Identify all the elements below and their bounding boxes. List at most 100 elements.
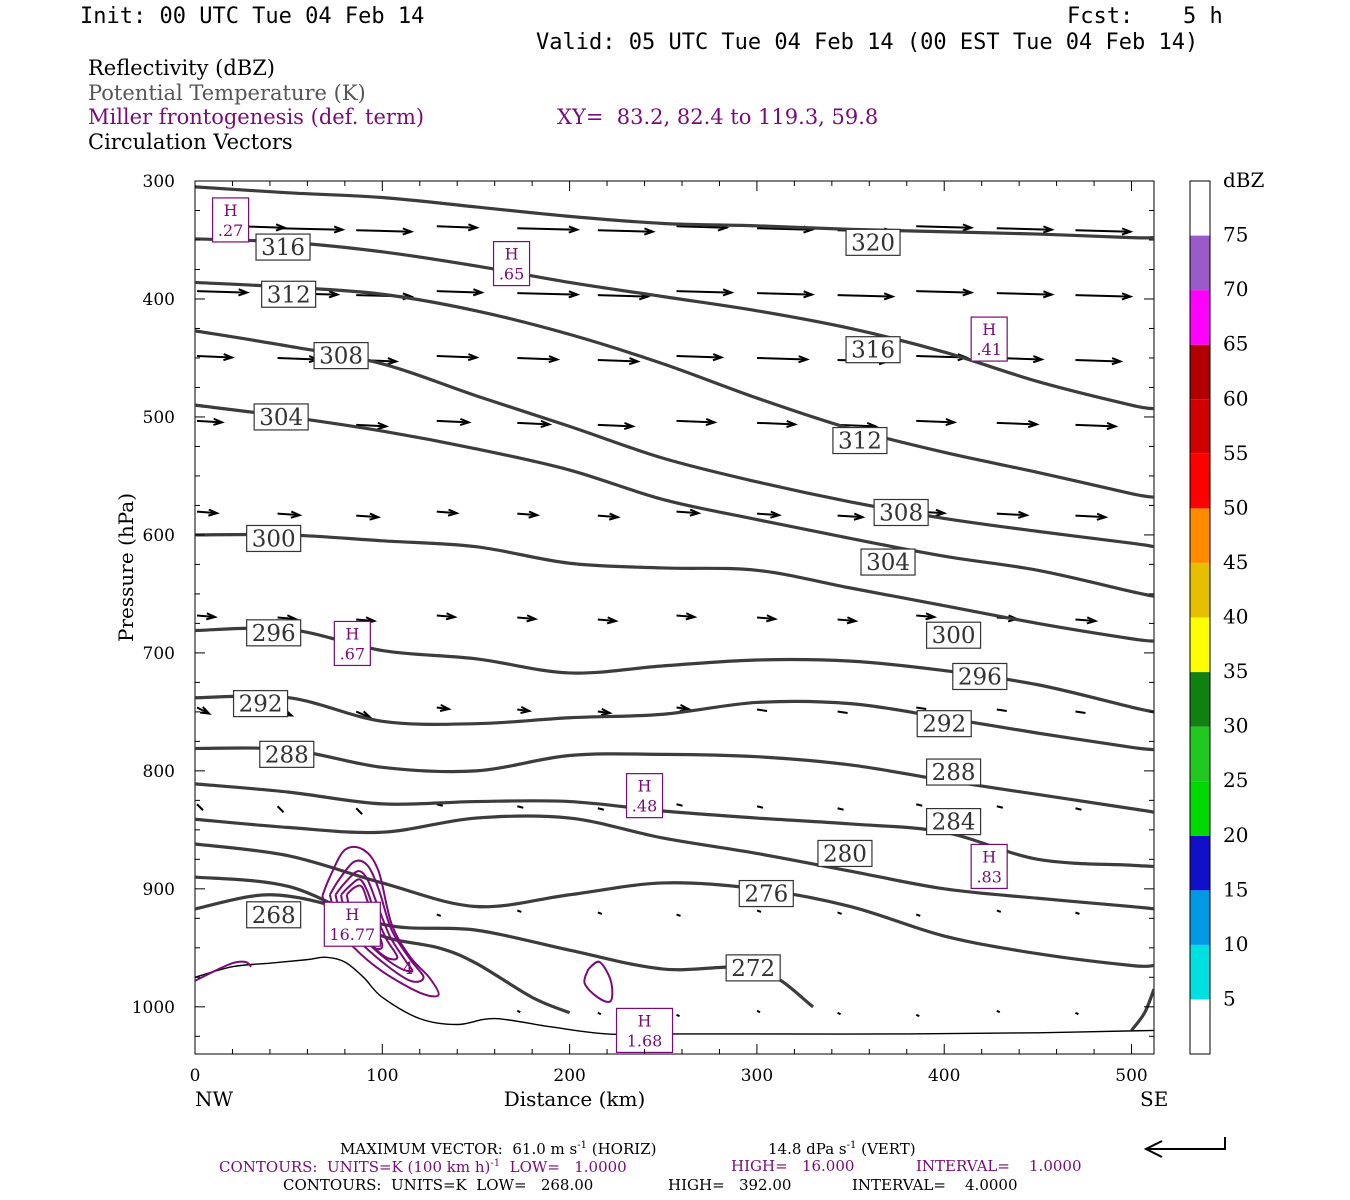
vector-arrowhead: [199, 706, 212, 715]
svg-text:H: H: [638, 777, 652, 796]
terrain: [195, 956, 1154, 1036]
colorbar-label: 50: [1223, 495, 1248, 519]
vector-arrow: [1075, 514, 1106, 519]
vector-arrow: [757, 356, 808, 361]
vector-arrowhead: [290, 510, 303, 519]
colorbar-segment: [1190, 399, 1210, 454]
theta-label-292: 292: [232, 690, 289, 718]
fronto-max-label: H.48: [625, 773, 664, 819]
theta-contour-280: [195, 814, 1154, 911]
theta-contour-300: [195, 532, 1154, 643]
vector-arrowhead: [540, 419, 553, 428]
fronto-max-label: H.65: [492, 240, 531, 287]
colorbar-label: 70: [1223, 277, 1248, 301]
fronto-max-label: H1.68: [615, 1007, 674, 1054]
theta-label-300: 300: [925, 621, 982, 649]
svg-text:H: H: [505, 245, 519, 264]
vector-arrow: [756, 909, 762, 913]
vector-arrow: [837, 423, 876, 428]
vector-arrow: [756, 805, 764, 809]
vector-arrow: [996, 421, 1037, 426]
colorbar-label: 40: [1223, 605, 1248, 629]
vector-arrow: [676, 419, 715, 424]
fronto-contour-label: 4: [403, 959, 414, 979]
colorbar-segment: [1190, 290, 1210, 345]
y-tick-label: 900: [143, 880, 175, 900]
vector-arrow: [1075, 423, 1116, 428]
fronto-max-label: H16.77: [323, 901, 381, 947]
vector-arrowhead: [1111, 357, 1124, 366]
theta-label-288: 288: [925, 758, 982, 786]
vector-arrowhead: [608, 512, 621, 521]
theta-contour-304: [195, 403, 1154, 598]
fronto-contour-mid: [583, 960, 614, 1003]
theta-label-300: 300: [246, 524, 302, 552]
svg-text:312: 312: [838, 429, 882, 455]
vector-arrow: [1075, 294, 1131, 298]
vector-arrow: [915, 913, 921, 917]
vector-arrowhead: [600, 708, 613, 717]
vector-arrowhead: [623, 421, 636, 431]
fronto-max-label: H.27: [211, 197, 250, 243]
vector-arrow: [356, 514, 379, 519]
vector-arrowhead: [853, 512, 866, 521]
vector-arrow: [916, 706, 927, 711]
theta-label-280: 280: [817, 839, 873, 867]
vector-arrowhead: [1096, 512, 1109, 521]
plot-frame: [194, 180, 1155, 1055]
vector-arrow: [676, 225, 727, 229]
vector-arrow: [517, 616, 536, 620]
vector-arrow: [676, 1013, 680, 1018]
valid-time: Valid: 05 UTC Tue 04 Feb 14 (00 EST Tue …: [536, 30, 1199, 55]
svg-text:300: 300: [932, 623, 976, 649]
vector-arrowhead: [1086, 616, 1099, 625]
vector-arrowhead: [685, 612, 698, 621]
theta-contour-320: [195, 185, 1154, 240]
theta-contour-labels: 320 316 316 312 312 308 308 304 304 300 300 296 296 2…: [232, 228, 1008, 982]
terrain-line: [195, 956, 1154, 1036]
colorbar-unit: dBZ: [1223, 168, 1265, 192]
vector-arrowhead: [722, 288, 735, 297]
vector-arrowhead: [883, 292, 896, 301]
y-tick-label: 500: [143, 408, 175, 428]
vector-arrow: [916, 614, 935, 618]
vector-arrow: [517, 292, 578, 296]
vector-arrowhead: [606, 616, 619, 625]
vector-arrowhead: [238, 288, 250, 297]
vector-arrowhead: [1042, 290, 1055, 299]
colorbar-segment: [1190, 944, 1210, 1000]
theta-label-308: 308: [873, 498, 929, 527]
forecast-value: 5 h: [1183, 4, 1223, 29]
fronto-max-label: H.83: [970, 843, 1008, 890]
vector-arrow: [1075, 807, 1082, 811]
colorbar-segment: [1190, 781, 1210, 836]
y-tick-label: 300: [143, 172, 175, 192]
vector-arrowhead: [628, 357, 641, 366]
vector-arrow: [196, 510, 218, 515]
theta-label-276: 276: [738, 879, 794, 908]
vector-arrow: [676, 913, 681, 917]
theta-contour-276: [195, 842, 1154, 968]
colorbar-label: 60: [1223, 386, 1248, 410]
theta-label-288: 288: [259, 740, 315, 768]
vector-arrow: [756, 1009, 761, 1014]
x-endpoint-right: SE: [1140, 1087, 1168, 1111]
reference-arrow-shaft: [1146, 1137, 1226, 1150]
footer-fronto-interval: INTERVAL= 1.0000: [916, 1157, 1082, 1175]
theta-label-304: 304: [860, 548, 916, 576]
x-tick-label: 0: [190, 1066, 201, 1086]
theta-label-308: 308: [313, 342, 369, 370]
vector-arrow: [757, 292, 813, 296]
colorbar-label: 55: [1223, 441, 1248, 465]
vector-arrow: [597, 911, 603, 915]
svg-text:292: 292: [239, 692, 283, 718]
vector-arrowhead: [213, 417, 225, 426]
footer-theta-contours: CONTOURS: UNITS=K LOW= 268.00: [283, 1176, 594, 1194]
vector-arrowhead: [925, 612, 938, 621]
svg-text:272: 272: [731, 956, 775, 982]
vector-arrow: [277, 616, 296, 620]
vector-arrow: [517, 512, 538, 517]
svg-text:304: 304: [866, 550, 910, 576]
vector-arrow: [277, 512, 300, 517]
